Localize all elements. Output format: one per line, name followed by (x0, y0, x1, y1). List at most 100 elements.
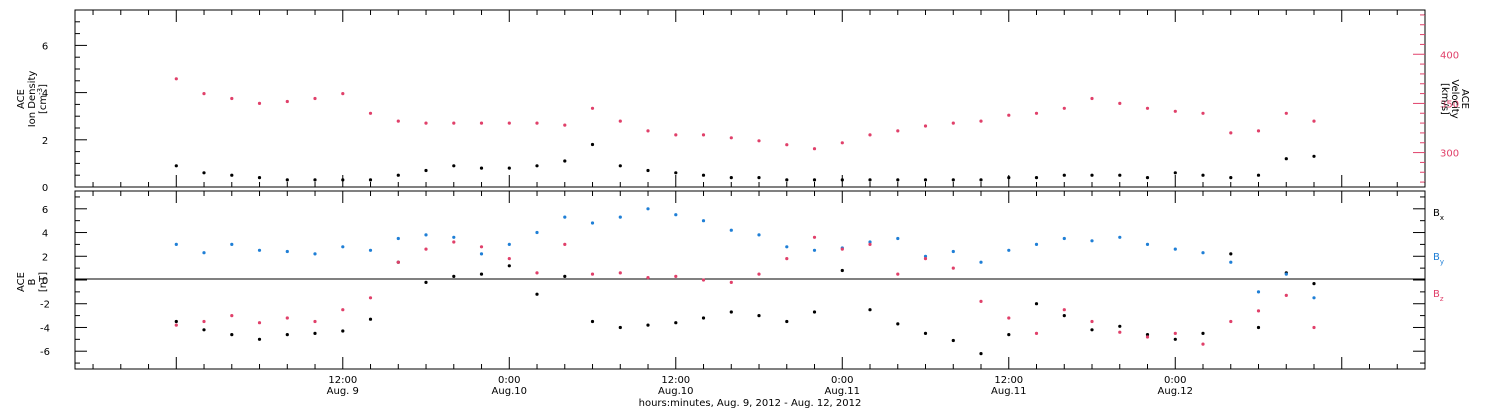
b-field-axis-label: ACE B [nT] (16, 272, 49, 292)
by-point (1173, 247, 1177, 251)
x-tick-date-label: Aug.10 (658, 386, 693, 397)
ion-density-point (646, 168, 650, 173)
bx-point (1312, 282, 1316, 286)
velocity-tick-label: 400 (1440, 50, 1459, 61)
bx-point (646, 323, 650, 327)
velocity-point (230, 96, 234, 101)
velocity-point (701, 133, 706, 137)
ion-density-point (785, 178, 789, 182)
bx-point (840, 268, 844, 273)
density-tick-label: 0 (42, 183, 48, 194)
x-tick-time-label: 0:00 (1164, 375, 1186, 386)
density-label-line1: ACE (16, 89, 27, 109)
series-bz (174, 235, 1316, 346)
legend-bz: Bz (1433, 289, 1444, 303)
bx-point (313, 331, 317, 335)
bx-point (812, 310, 817, 314)
bx-point (507, 264, 511, 268)
density-tick-label: 2 (42, 136, 48, 147)
density-tick-label: 4 (42, 89, 48, 100)
ion-density-point (479, 166, 484, 170)
velocity-point (535, 121, 539, 125)
by-point (1312, 296, 1316, 300)
by-point (230, 242, 234, 246)
velocity-point (979, 119, 983, 123)
ion-density-point (1034, 176, 1039, 180)
ion-density-point (313, 178, 317, 182)
bz-point (674, 274, 678, 278)
bz-point (341, 308, 345, 312)
ion-density-point (424, 168, 428, 173)
velocity-label-line1: ACE (1459, 89, 1470, 109)
ion-density-point (674, 171, 678, 175)
ion-density-point (757, 176, 761, 180)
bx-point (424, 280, 428, 284)
x-tick-time-label: 12:00 (661, 375, 690, 386)
by-point (729, 228, 733, 232)
velocity-point (757, 139, 761, 143)
by-point (923, 254, 928, 258)
velocity-point (1284, 111, 1288, 115)
ion-density-point (923, 178, 928, 182)
bx-point (674, 321, 678, 325)
bx-point (563, 274, 567, 278)
velocity-point (951, 121, 955, 125)
velocity-point (313, 96, 317, 101)
bz-point (1312, 325, 1316, 330)
bz-point (1229, 319, 1233, 324)
bx-point (729, 310, 733, 314)
legend-bx: Bx (1433, 208, 1444, 222)
bz-point (1173, 331, 1177, 335)
bx-point (1229, 252, 1233, 256)
bz-point (507, 257, 511, 261)
velocity-point (646, 129, 650, 133)
b-tick-label: 0 (42, 276, 48, 287)
bx-point (701, 316, 706, 320)
series-by (174, 207, 1316, 300)
velocity-point (1256, 129, 1261, 133)
velocity-point (840, 141, 844, 145)
by-point (257, 248, 262, 252)
by-point (757, 233, 761, 237)
velocity-point (1118, 101, 1122, 105)
ion-density-point (396, 173, 400, 177)
bx-point (1256, 325, 1261, 330)
bottom-panel-frame (74, 190, 1426, 370)
ion-density-point (1118, 173, 1122, 177)
b-tick-label: -4 (40, 323, 50, 334)
x-tick-time-label: 12:00 (994, 375, 1023, 386)
by-point (701, 219, 706, 223)
ion-density-point (1256, 173, 1261, 177)
ion-density-point (202, 171, 206, 175)
velocity-label-line3: [km/s] (1439, 83, 1450, 115)
x-tick-time-label: 12:00 (328, 375, 357, 386)
velocity-point (174, 77, 178, 81)
b-tick-label: -2 (40, 300, 50, 311)
velocity-point (368, 111, 373, 115)
velocity-point (1145, 106, 1150, 110)
by-point (368, 248, 373, 252)
bz-point (1090, 319, 1094, 324)
velocity-axis-label: ACE Velocity [km/s] (1439, 79, 1470, 118)
by-point (452, 235, 456, 239)
by-point (785, 245, 789, 249)
velocity-point (674, 133, 678, 137)
by-point (563, 215, 567, 219)
bz-point (701, 278, 706, 282)
bz-point (368, 296, 373, 300)
legend-by: By (1433, 252, 1444, 266)
ion-density-point (1312, 154, 1316, 158)
bz-point (896, 272, 900, 276)
velocity-point (1229, 131, 1233, 135)
by-point (1284, 272, 1288, 276)
velocity-point (1034, 111, 1039, 115)
x-axis-title: hours:minutes, Aug. 9, 2012 - Aug. 12, 2… (639, 398, 862, 409)
by-point (868, 240, 872, 244)
bz-point (951, 266, 955, 270)
velocity-point (1201, 111, 1205, 115)
by-point (1145, 242, 1150, 246)
bz-point (257, 321, 262, 325)
bx-point (590, 319, 595, 324)
by-point (618, 215, 622, 219)
